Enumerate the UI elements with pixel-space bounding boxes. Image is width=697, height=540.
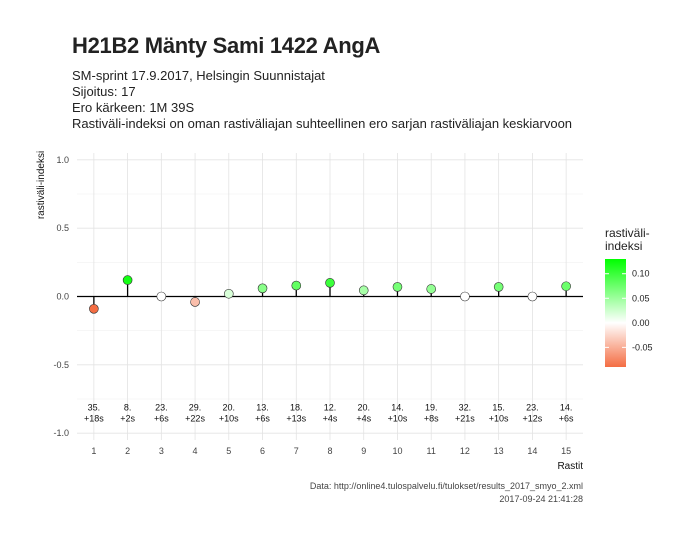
label-time-rasti-15: +6s <box>559 414 574 424</box>
points <box>89 275 571 314</box>
label-rank-rasti-4: 29. <box>189 403 202 413</box>
subtitle-event: SM-sprint 17.9.2017, Helsingin Suunnista… <box>72 68 325 83</box>
label-time-rasti-10: +10s <box>388 414 408 424</box>
label-rank-rasti-6: 13. <box>256 403 269 413</box>
label-time-rasti-2: +2s <box>120 414 135 424</box>
subtitle-description: Rastiväli-indeksi on oman rastiväliajan … <box>72 116 573 131</box>
subtitle-rank: Sijoitus: 17 <box>72 84 136 99</box>
legend-tick-label: 0.10 <box>632 269 650 279</box>
label-rank-rasti-15: 14. <box>560 403 573 413</box>
label-time-rasti-4: +22s <box>185 414 205 424</box>
label-time-rasti-11: +8s <box>424 414 439 424</box>
label-time-rasti-12: +21s <box>455 414 475 424</box>
x-tick-label: 8 <box>327 446 332 456</box>
subtitle-gap: Ero kärkeen: 1M 39S <box>72 100 195 115</box>
x-tick-label: 10 <box>392 446 402 456</box>
x-tick-label: 2 <box>125 446 130 456</box>
point-rasti-5 <box>224 288 234 299</box>
legend-title-line1: rastiväli- <box>605 226 650 240</box>
label-rank-rasti-5: 20. <box>223 403 236 413</box>
legend-tick-label: 0.05 <box>632 293 650 303</box>
point-rasti-8 <box>325 278 335 288</box>
label-time-rasti-13: +10s <box>489 414 509 424</box>
y-axis-label: rastiväli-indeksi <box>36 151 47 219</box>
label-rank-rasti-13: 15. <box>492 403 505 413</box>
point-rasti-10 <box>392 282 403 292</box>
point-rasti-15 <box>561 281 571 292</box>
x-tick-label: 7 <box>294 446 299 456</box>
point-rasti-9 <box>358 285 369 296</box>
label-rank-rasti-9: 20. <box>357 403 370 413</box>
x-tick-label: 15 <box>561 446 571 456</box>
y-tick-label: -0.5 <box>53 360 69 370</box>
label-time-rasti-6: +6s <box>255 414 270 424</box>
legend-title-line2: indeksi <box>605 239 643 253</box>
label-rank-rasti-12: 32. <box>459 403 472 413</box>
label-time-rasti-5: +10s <box>219 414 239 424</box>
x-axis-label: Rastit <box>557 461 583 472</box>
legend-tick-label: 0.00 <box>632 318 650 328</box>
label-rank-rasti-11: 19. <box>425 403 438 413</box>
label-rank-rasti-3: 23. <box>155 403 168 413</box>
point-rasti-12 <box>460 291 470 302</box>
point-rasti-2 <box>122 275 133 285</box>
x-tick-label: 11 <box>427 446 436 456</box>
point-rasti-11 <box>426 284 437 294</box>
grid <box>77 153 583 440</box>
label-time-rasti-8: +4s <box>323 414 338 424</box>
x-tick-label: 1 <box>91 446 96 456</box>
chart-title: H21B2 Mänty Sami 1422 AngA <box>72 33 381 58</box>
x-tick-label: 12 <box>460 446 470 456</box>
x-tick-label: 5 <box>226 446 231 456</box>
x-tick-label: 9 <box>361 446 366 456</box>
label-time-rasti-3: +6s <box>154 414 169 424</box>
point-rasti-1 <box>89 303 99 314</box>
x-tick-label: 6 <box>260 446 265 456</box>
label-rank-rasti-10: 14. <box>391 403 404 413</box>
point-rasti-7 <box>291 280 302 291</box>
label-rank-rasti-2: 8. <box>124 403 132 413</box>
label-time-rasti-7: +13s <box>286 414 306 424</box>
label-time-rasti-1: +18s <box>84 414 104 424</box>
label-rank-rasti-1: 35. <box>88 403 101 413</box>
x-tick-label: 4 <box>193 446 198 456</box>
data-source-caption: Data: http://online4.tulospalvelu.fi/tul… <box>309 481 583 491</box>
label-time-rasti-9: +4s <box>356 414 371 424</box>
y-tick-label: 0.5 <box>56 223 69 233</box>
point-rasti-13 <box>493 282 504 292</box>
label-rank-rasti-8: 12. <box>324 403 337 413</box>
point-labels: 35.+18s8.+2s23.+6s29.+22s20.+10s13.+6s18… <box>84 403 574 424</box>
point-rasti-14 <box>527 291 538 302</box>
point-rasti-6 <box>257 283 268 294</box>
x-tick-label: 3 <box>159 446 164 456</box>
label-time-rasti-14: +12s <box>523 414 543 424</box>
y-tick-label: 1.0 <box>56 155 69 165</box>
x-tick-label: 14 <box>527 446 537 456</box>
point-rasti-4 <box>190 297 200 307</box>
y-tick-label: -1.0 <box>53 428 69 438</box>
y-tick-label: 0.0 <box>56 292 69 302</box>
legend-colorbar <box>605 259 626 367</box>
point-rasti-3 <box>156 291 167 302</box>
legend-title: rastiväli- indeksi <box>605 227 650 253</box>
legend-tick-label: -0.05 <box>632 342 653 352</box>
label-rank-rasti-7: 18. <box>290 403 303 413</box>
label-rank-rasti-14: 23. <box>526 403 539 413</box>
timestamp-caption: 2017-09-24 21:41:28 <box>499 494 583 504</box>
x-tick-label: 13 <box>494 446 504 456</box>
legend-ticks: 0.10 0.05 0.00 -0.05 <box>605 269 653 352</box>
